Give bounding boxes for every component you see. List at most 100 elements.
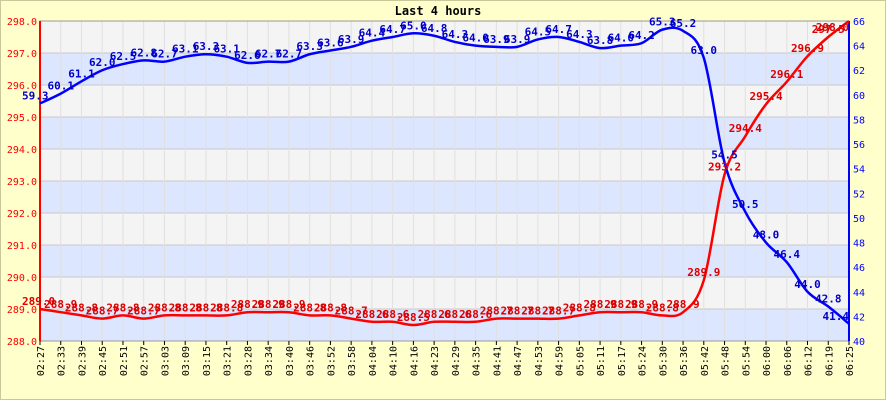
x-axis-tick-label: 04:59: [555, 346, 566, 376]
left-axis-tick-label: 298.0: [7, 17, 37, 28]
x-axis-tick-label: 05:24: [638, 346, 649, 376]
x-axis-tick-label: 02:27: [36, 346, 47, 376]
x-axis-tick-label: 06:12: [804, 346, 815, 376]
x-axis-tick-label: 02:33: [57, 346, 68, 376]
plot-band: [40, 181, 849, 213]
x-axis-tick-label: 04:10: [389, 346, 400, 376]
data-label-blue: 42.8: [815, 293, 842, 306]
left-axis-tick-label: 295.0: [7, 113, 37, 124]
right-axis-tick-label: 64: [853, 42, 865, 53]
x-axis-tick-label: 04:47: [513, 346, 524, 376]
data-label-blue: 54.5: [711, 149, 738, 162]
data-label-red: 288.5: [397, 311, 430, 324]
data-label-blue: 64.7: [545, 23, 572, 36]
data-label-blue: 63.3: [193, 40, 220, 53]
x-axis-tick-label: 04:41: [492, 346, 503, 376]
x-axis-tick-label: 03:21: [223, 346, 234, 376]
data-label-red: 288.9: [44, 298, 77, 311]
data-label-red: 288.8: [293, 301, 326, 314]
right-axis-tick-label: 40: [853, 337, 865, 348]
data-label-blue: 64.2: [628, 29, 655, 42]
x-axis-tick-label: 05:11: [596, 346, 607, 376]
data-label-red: 288.7: [335, 305, 368, 318]
data-label-red: 288.7: [480, 305, 513, 318]
left-axis-tick-label: 288.0: [7, 337, 37, 348]
x-axis-tick-label: 02:39: [77, 346, 88, 376]
data-label-red: 288.8: [646, 301, 679, 314]
data-label-red: 288.9: [604, 298, 637, 311]
data-label-red: 288.8: [314, 301, 347, 314]
plot-band: [40, 21, 849, 53]
data-label-red: 288.8: [210, 301, 243, 314]
data-label-red: 288.7: [501, 305, 534, 318]
left-axis: 288.0 289.0 290.0 291.0 292.0 293.0 294.0 295.0…: [7, 17, 41, 348]
data-label-red: 288.9: [231, 298, 264, 311]
data-label-blue: 59.3: [22, 89, 49, 102]
data-label-red: 297.5: [812, 23, 845, 36]
data-label-blue: 50.5: [732, 198, 759, 211]
right-axis-tick-label: 66: [853, 17, 865, 28]
right-axis-tick-label: 54: [853, 165, 865, 176]
data-labels: 289.0288.9288.8288.7288.8288.7288.8288.8…: [22, 16, 849, 324]
data-label-blue: 64.0: [608, 32, 635, 45]
left-axis-tick-label: 294.0: [7, 145, 37, 156]
data-label-red: 289.9: [687, 266, 720, 279]
data-label-red: 288.6: [438, 308, 471, 321]
data-label-red: 288.9: [584, 298, 617, 311]
x-axis: 02:27 02:33 02:39 02:45 02:51 02:57 03:03 03:09…: [36, 341, 856, 376]
data-label-blue: 63.9: [504, 33, 531, 46]
x-axis-tick-label: 03:40: [285, 346, 296, 376]
x-axis-tick-label: 06:25: [845, 346, 856, 376]
right-axis-tick-label: 50: [853, 214, 865, 225]
data-label-blue: 64.3: [442, 28, 469, 41]
data-label-blue: 63.6: [317, 37, 344, 50]
x-axis-tick-label: 03:15: [202, 346, 213, 376]
data-label-red: 296.9: [791, 42, 824, 55]
series-line-red: [39, 20, 850, 327]
data-label-blue: 62.7: [276, 48, 303, 61]
plot-band: [40, 149, 849, 181]
data-label-red: 296.1: [770, 68, 803, 81]
right-axis-tick-label: 62: [853, 66, 865, 77]
data-label-blue: 64.5: [525, 25, 552, 38]
data-label-red: 293.2: [708, 161, 741, 174]
data-label-red: 288.9: [666, 298, 699, 311]
data-label-red: 288.6: [418, 308, 451, 321]
data-label-blue: 63.3: [296, 40, 323, 53]
data-label-blue: 64.0: [462, 32, 489, 45]
data-label-blue: 63.8: [587, 34, 614, 47]
x-axis-tick-label: 03:46: [306, 346, 317, 376]
data-label-blue: 62.5: [110, 50, 137, 63]
data-label-red: 288.9: [272, 298, 305, 311]
data-label-red: 288.8: [189, 301, 222, 314]
x-axis-tick-label: 04:53: [534, 346, 545, 376]
data-label-red: 288.6: [376, 308, 409, 321]
data-label-blue: 62.0: [89, 56, 116, 69]
data-label-red: 288.7: [127, 305, 160, 318]
right-axis-tick-label: 42: [853, 312, 865, 323]
data-label-red: 288.8: [563, 301, 596, 314]
x-axis-tick-label: 05:54: [741, 346, 752, 376]
x-axis-tick-label: 05:17: [617, 346, 628, 376]
left-axis-tick-label: 289.0: [7, 305, 37, 316]
left-axis-tick-label: 297.0: [7, 49, 37, 60]
plot-band: [40, 277, 849, 309]
x-axis-tick-label: 03:28: [243, 346, 254, 376]
data-label-blue: 62.7: [255, 48, 282, 61]
x-axis-tick-label: 05:30: [658, 346, 669, 376]
data-label-blue: 63.1: [213, 43, 240, 56]
plot-bands: [40, 21, 849, 341]
x-axis-tick-label: 03:03: [160, 346, 171, 376]
data-label-red: 288.8: [106, 301, 139, 314]
x-axis-tick-label: 03:34: [264, 346, 275, 376]
x-axis-tick-label: 02:45: [98, 346, 109, 376]
data-label-blue: 64.8: [421, 22, 448, 35]
x-axis-tick-label: 04:04: [368, 346, 379, 376]
right-axis-tick-label: 46: [853, 263, 865, 274]
data-label-red: 288.8: [148, 301, 181, 314]
x-axis-tick-label: 02:51: [119, 346, 130, 376]
plot-band: [40, 117, 849, 149]
data-label-red: 288.7: [521, 305, 554, 318]
x-axis-tick-label: 06:06: [783, 346, 794, 376]
